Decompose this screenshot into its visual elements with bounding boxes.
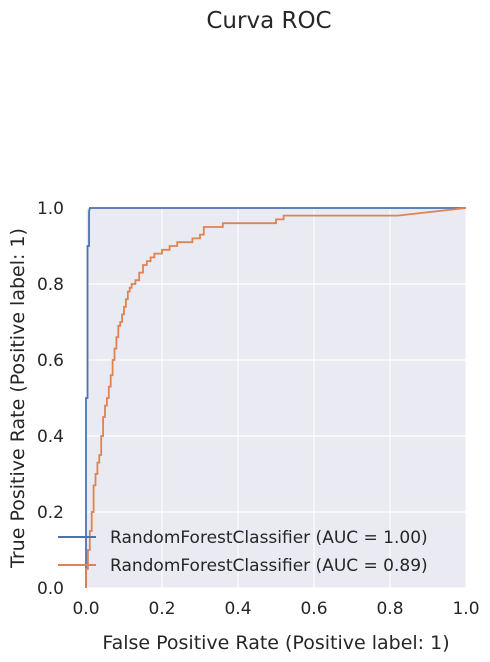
x-axis-label: False Positive Rate (Positive label: 1) bbox=[102, 632, 449, 654]
x-tick-label: 0.0 bbox=[72, 599, 99, 619]
plot-area bbox=[86, 208, 466, 588]
x-tick-label: 0.2 bbox=[148, 599, 175, 619]
grid bbox=[85, 207, 467, 589]
y-tick-label: 1.0 bbox=[37, 199, 64, 219]
y-tick-label: 0.0 bbox=[37, 579, 64, 599]
chart-title: Curva ROC bbox=[206, 8, 331, 34]
legend-label-1: RandomForestClassifier (AUC = 1.00) bbox=[110, 528, 428, 548]
legend: RandomForestClassifier (AUC = 1.00) Rando… bbox=[58, 528, 428, 576]
roc-curve-1 bbox=[85, 207, 466, 588]
y-tick-label: 0.4 bbox=[37, 427, 64, 447]
y-tick-label: 0.2 bbox=[37, 503, 64, 523]
legend-label-2: RandomForestClassifier (AUC = 0.89) bbox=[110, 556, 428, 576]
roc-curve-2 bbox=[85, 207, 467, 588]
tick-labels: 0.0 0.2 0.4 0.6 0.8 1.0 0.0 0.2 0.4 0.6 0.8 1.0 bbox=[37, 199, 480, 619]
x-tick-label: 0.6 bbox=[300, 599, 327, 619]
series-layer bbox=[85, 207, 467, 588]
y-axis-label: True Positive Rate (Positive label: 1) bbox=[7, 228, 29, 569]
x-tick-label: 0.4 bbox=[224, 599, 251, 619]
x-tick-label: 0.8 bbox=[376, 599, 403, 619]
y-tick-label: 0.6 bbox=[37, 351, 64, 371]
y-tick-label: 0.8 bbox=[37, 275, 64, 295]
x-tick-label: 1.0 bbox=[452, 599, 479, 619]
